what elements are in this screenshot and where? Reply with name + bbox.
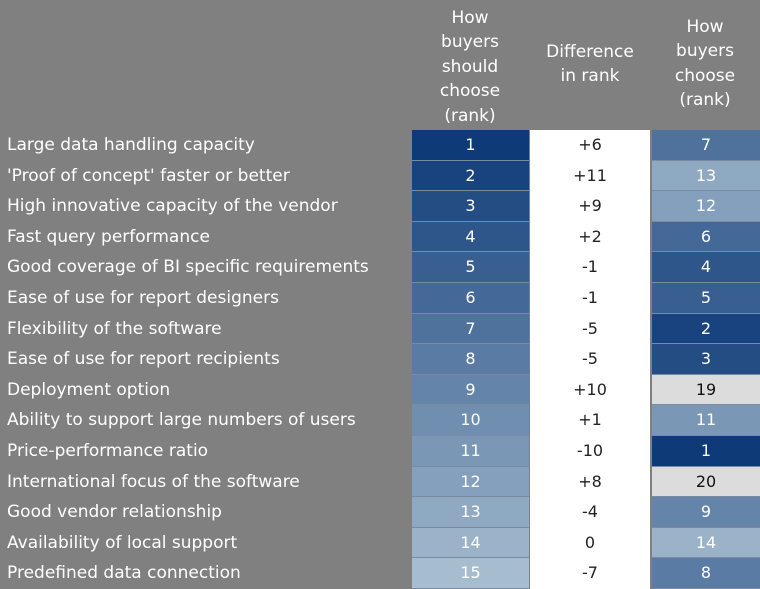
choose-rank-cell: 2 (652, 313, 760, 345)
table-row: Large data handling capacity 1 +6 7 (0, 130, 760, 161)
should-rank-cell: 5 (412, 252, 529, 283)
table-row: International focus of the software 12 +8 2… (0, 466, 760, 498)
choose-rank-cell: 5 (652, 282, 760, 314)
should-rank-cell: 10 (412, 405, 529, 436)
should-rank-cell: 12 (412, 466, 529, 498)
table-row: Good vendor relationship 13 -4 9 (0, 497, 760, 528)
choose-rank-cell: 13 (652, 160, 760, 192)
choose-rank-cell: 3 (652, 344, 760, 375)
choose-rank-cell: 14 (652, 527, 760, 559)
should-rank-cell: 4 (412, 221, 529, 253)
difference-cell: -1 (530, 282, 650, 314)
should-rank-cell: 7 (412, 313, 529, 345)
table-row: Good coverage of BI specific requirement… (0, 252, 760, 283)
row-label: Good vendor relationship (7, 502, 222, 523)
table-row: Price-performance ratio 11 -10 1 (0, 435, 760, 467)
difference-cell: -10 (530, 435, 650, 467)
table-row: Predefined data connection 15 -7 8 (0, 558, 760, 589)
row-label: Availability of local support (7, 532, 238, 553)
difference-cell: -5 (530, 313, 650, 345)
row-label: Flexibility of the software (7, 318, 222, 339)
row-label: High innovative capacity of the vendor (7, 196, 338, 217)
should-rank-cell: 2 (412, 160, 529, 192)
ranking-table: Large data handling capacity 1 +6 7 'Proof o… (0, 130, 760, 589)
should-rank-cell: 15 (412, 558, 529, 589)
should-rank-cell: 11 (412, 435, 529, 467)
choose-rank-cell: 9 (652, 497, 760, 528)
difference-cell: -4 (530, 497, 650, 528)
header-how-buyers-should-choose: How buyers should choose (rank) (439, 7, 501, 126)
should-rank-cell: 1 (412, 130, 529, 161)
row-label: Price-performance ratio (7, 440, 209, 461)
choose-rank-cell: 8 (652, 558, 760, 589)
choose-rank-cell: 6 (652, 221, 760, 253)
choose-rank-cell: 20 (652, 466, 760, 498)
choose-rank-cell: 7 (652, 130, 760, 161)
table-row: Flexibility of the software 7 -5 2 (0, 313, 760, 345)
table-row: Fast query performance 4 +2 6 (0, 221, 760, 253)
should-rank-cell: 6 (412, 282, 529, 314)
difference-cell: -5 (530, 344, 650, 375)
table-row: 'Proof of concept' faster or better 2 +11 1… (0, 160, 760, 192)
difference-cell: +1 (530, 405, 650, 436)
table-row: Ability to support large numbers of user… (0, 405, 760, 436)
row-label: Large data handling capacity (7, 135, 255, 155)
table-row: High innovative capacity of the vendor 3 +… (0, 191, 760, 222)
row-label: Fast query performance (7, 226, 210, 247)
choose-rank-cell: 4 (652, 252, 760, 283)
difference-cell: 0 (530, 527, 650, 559)
row-label: 'Proof of concept' faster or better (7, 165, 290, 186)
header-how-buyers-choose: How buyers choose (rank) (674, 17, 736, 111)
difference-cell: -1 (530, 252, 650, 283)
table-row: Deployment option 9 +10 19 (0, 374, 760, 406)
row-label: International focus of the software (7, 471, 300, 492)
choose-rank-cell: 12 (652, 191, 760, 222)
difference-cell: -7 (530, 558, 650, 589)
should-rank-cell: 9 (412, 374, 529, 406)
row-label: Deployment option (7, 379, 171, 400)
should-rank-cell: 13 (412, 497, 529, 528)
row-label: Ability to support large numbers of user… (7, 410, 356, 431)
difference-cell: +2 (530, 221, 650, 253)
row-label: Ease of use for report recipients (7, 349, 280, 370)
table-row: Ease of use for report designers 6 -1 5 (0, 282, 760, 314)
difference-cell: +11 (530, 160, 650, 192)
row-label: Predefined data connection (7, 563, 241, 584)
difference-cell: +8 (530, 466, 650, 498)
difference-cell: +10 (530, 374, 650, 406)
should-rank-cell: 14 (412, 527, 529, 559)
choose-rank-cell: 19 (652, 374, 760, 406)
table-row: Availability of local support 14 0 14 (0, 527, 760, 559)
should-rank-cell: 3 (412, 191, 529, 222)
choose-rank-cell: 1 (652, 435, 760, 467)
row-label: Ease of use for report designers (7, 287, 279, 308)
row-label: Good coverage of BI specific requirement… (7, 257, 369, 278)
difference-cell: +6 (530, 130, 650, 161)
choose-rank-cell: 11 (652, 405, 760, 436)
table-row: Ease of use for report recipients 8 -5 3 (0, 344, 760, 375)
difference-cell: +9 (530, 191, 650, 222)
should-rank-cell: 8 (412, 344, 529, 375)
header-difference-in-rank: Difference in rank (546, 42, 634, 87)
